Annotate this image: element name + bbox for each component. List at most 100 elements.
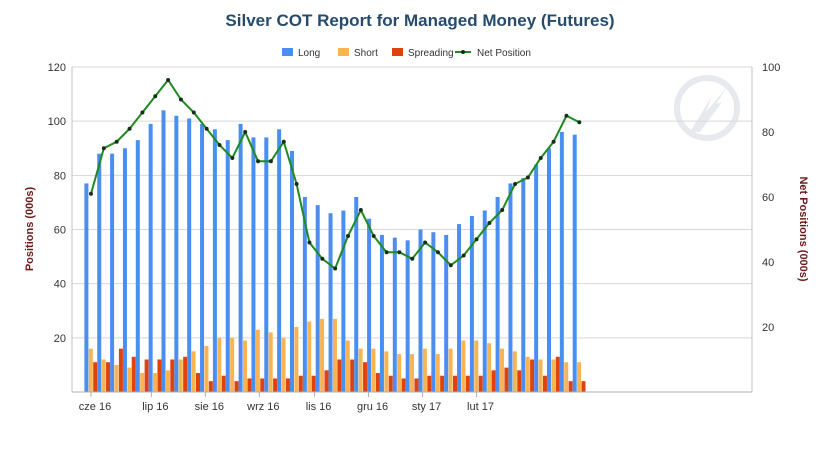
net-position-point — [564, 113, 569, 118]
bar-long — [290, 150, 294, 392]
bar-spreading — [375, 373, 380, 392]
bar-long — [354, 197, 359, 392]
bar-short — [307, 321, 312, 392]
bar-short — [230, 337, 235, 392]
bar-spreading — [234, 381, 239, 392]
net-position-point — [487, 221, 492, 225]
bar-short — [255, 329, 260, 392]
axes: 20 40 60 80 100 120 20 40 60 80 100 cze 16 lip 16 sie… — [48, 62, 781, 413]
bar-spreading — [388, 375, 393, 392]
bar-short — [88, 348, 93, 392]
bar-spreading — [285, 378, 290, 392]
bar-spreading — [478, 375, 483, 392]
bar-short — [358, 348, 363, 392]
bar-short — [384, 351, 389, 392]
net-position-point — [423, 240, 428, 245]
bar-short — [268, 332, 273, 392]
net-position-point — [166, 78, 171, 82]
bar-long — [302, 197, 307, 392]
bar-short — [474, 340, 479, 392]
y2-tick-label: 100 — [762, 62, 780, 74]
bar-long — [431, 232, 436, 392]
legend-label: Long — [298, 48, 320, 59]
net-position-point — [410, 256, 415, 261]
bar-long — [521, 178, 526, 392]
bar-spreading — [337, 359, 342, 392]
bar-long — [367, 218, 372, 392]
bar-spreading — [118, 348, 123, 392]
bar-long — [341, 210, 346, 392]
chart-title: Silver COT Report for Managed Money (Fut… — [225, 11, 614, 30]
y-tick-label: 20 — [54, 333, 66, 345]
bar-spreading — [440, 375, 445, 392]
bar-short — [191, 351, 196, 392]
bar-spreading — [170, 359, 175, 392]
legend-item-net-position[interactable]: Net Position — [455, 48, 531, 59]
bar-long — [277, 129, 282, 392]
bar-spreading — [157, 359, 162, 392]
bar-long — [547, 148, 551, 392]
bar-spreading — [568, 381, 573, 392]
y-tick-label: 120 — [48, 62, 66, 74]
legend-label: Spreading — [408, 48, 454, 59]
bar-short — [525, 356, 530, 392]
bar-spreading — [93, 362, 98, 392]
x-tick-label: sie 16 — [195, 401, 224, 413]
net-position-point — [114, 139, 119, 144]
y-tick-label: 80 — [54, 170, 66, 182]
net-position-point — [243, 130, 248, 134]
bar-spreading — [106, 362, 111, 392]
net-position-point — [448, 263, 453, 268]
bar-short — [397, 354, 402, 392]
bar-long — [559, 132, 564, 392]
bar-long — [328, 213, 333, 392]
bar-short — [487, 343, 492, 392]
bar-short — [127, 367, 132, 392]
net-position-point — [384, 250, 389, 255]
net-position-point — [551, 139, 556, 144]
bar-spreading — [131, 356, 136, 392]
net-position-point — [371, 234, 376, 238]
legend-item-short[interactable]: Short — [338, 48, 378, 59]
net-position-point — [525, 175, 530, 180]
bar-short — [564, 362, 569, 392]
bar-spreading — [324, 370, 329, 392]
bar-spreading — [208, 381, 213, 392]
bar-spreading — [260, 378, 265, 392]
bar-short — [410, 354, 415, 392]
x-tick-label: lut 17 — [467, 401, 494, 413]
net-position-point — [577, 120, 582, 125]
bar-short — [422, 348, 427, 392]
net-position-point — [474, 237, 479, 242]
net-position-point — [101, 146, 106, 151]
legend-item-spreading[interactable]: Spreading — [392, 48, 454, 59]
legend-marker — [461, 50, 465, 54]
bar-short — [204, 345, 209, 392]
gridlines — [72, 66, 752, 339]
bar-short — [243, 340, 247, 392]
bar-long — [405, 240, 410, 392]
bar-spreading — [196, 373, 200, 392]
bar-spreading — [453, 375, 457, 392]
bar-short — [140, 373, 145, 392]
legend-label: Short — [354, 48, 378, 59]
bar-spreading — [363, 362, 368, 392]
x-tick-label: cze 16 — [79, 401, 111, 413]
y2-tick-label: 80 — [762, 127, 774, 139]
bar-long — [135, 140, 140, 392]
legend-item-long[interactable]: Long — [282, 48, 320, 59]
bar-short — [435, 354, 440, 392]
bar-long — [212, 129, 217, 392]
x-tick-label: sty 17 — [412, 401, 441, 413]
bar-spreading — [144, 359, 149, 392]
bar-short — [101, 359, 106, 392]
net-position-point — [461, 253, 466, 258]
bar-spreading — [183, 356, 188, 392]
bar-short — [448, 348, 453, 392]
y-axis-title-right: Net Positions (000s) — [797, 176, 809, 281]
net-position-point — [538, 156, 543, 160]
net-position-point — [307, 240, 312, 245]
x-tick-label: lis 16 — [306, 401, 332, 413]
bar-spreading — [530, 359, 535, 392]
y-tick-label: 40 — [54, 279, 66, 291]
